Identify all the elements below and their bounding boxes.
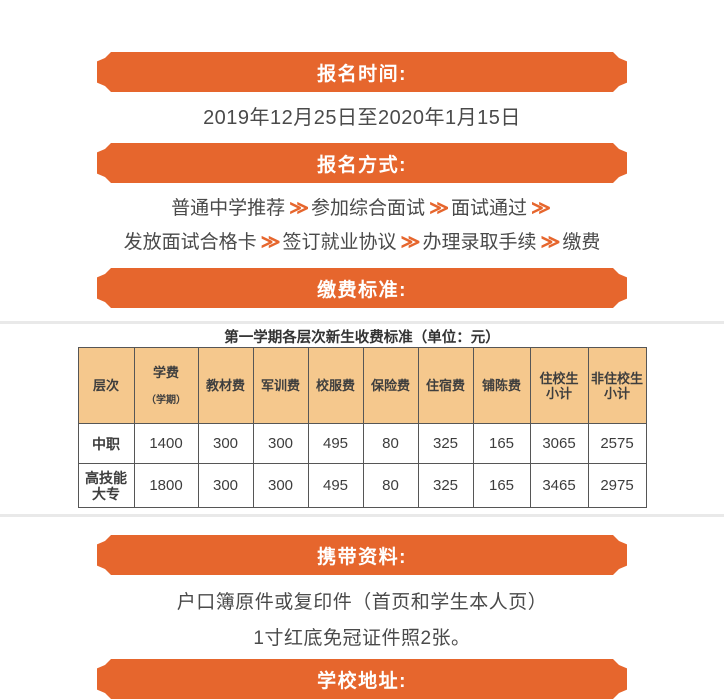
banner-school-address: 学校地址:	[97, 659, 627, 699]
row-level-label: 中职	[77, 423, 135, 464]
materials-line-1: 户口簿原件或复印件（首页和学生本人页）	[176, 592, 548, 613]
col-header-tuition-sub: （学期）	[146, 395, 186, 406]
col-header-textbook: 教材费	[197, 347, 254, 424]
flow-step: 签订就业协议	[282, 232, 397, 253]
chevron-arrow-icon: ≫	[429, 198, 449, 219]
cell-textbook: 300	[197, 423, 254, 464]
chevron-arrow-icon: ≫	[400, 232, 421, 253]
fee-table: 层次 学费 （学期） 教材费 军训费 校服费 保险费 住宿费 铺陈费 住校生 小…	[77, 347, 647, 508]
col-header-tuition-main: 学费	[152, 365, 179, 380]
chevron-arrow-icon: ≫	[540, 232, 560, 253]
enrollment-poster: 报名时间: 2019年12月25日至2020年1月15日 报名方式: 普通中学推…	[0, 0, 724, 674]
cell-nonboarder-subtotal: 2975	[587, 463, 647, 508]
col-header-level: 层次	[77, 347, 135, 424]
col-header-boarder-subtotal: 住校生 小计	[529, 347, 589, 424]
banner-payment-standard: 缴费标准:	[97, 268, 627, 308]
cell-accommodation: 325	[417, 463, 474, 508]
materials-line-2: 1寸红底免冠证件照2张。	[253, 628, 471, 649]
chevron-arrow-icon: ≫	[530, 198, 551, 219]
col-header-tuition: 学费 （学期）	[133, 347, 199, 424]
cell-insurance: 80	[362, 423, 419, 464]
cell-tuition: 1400	[133, 423, 199, 464]
signup-flow-line-2: 发放面试合格卡 ≫ 签订就业协议 ≫ 办理录取手续 ≫ 缴费	[0, 231, 724, 255]
banner-ribbon: 缴费标准:	[102, 268, 622, 308]
flow-step: 面试通过	[450, 198, 527, 219]
cell-military-training: 300	[252, 463, 309, 508]
banner-ribbon: 携带资料:	[102, 535, 622, 575]
signup-flow-line-1: 普通中学推荐 ≫ 参加综合面试 ≫ 面试通过 ≫	[0, 197, 724, 221]
fee-table-title: 第一学期各层次新生收费标准（单位：元）	[224, 330, 500, 346]
cell-textbook: 300	[197, 463, 254, 508]
col-header-insurance: 保险费	[362, 347, 419, 424]
banner-school-address-label: 学校地址:	[317, 670, 407, 692]
banner-materials: 携带资料:	[97, 535, 627, 575]
col-header-nonboarder-subtotal: 非住校生 小计	[587, 347, 647, 424]
banner-signup-time: 报名时间:	[97, 52, 627, 92]
col-header-accommodation: 住宿费	[417, 347, 474, 424]
flow-step: 普通中学推荐	[171, 198, 286, 219]
chevron-arrow-icon: ≫	[260, 232, 281, 253]
col-header-military-training: 军训费	[252, 347, 309, 424]
fee-table-header-row: 层次 学费 （学期） 教材费 军训费 校服费 保险费 住宿费 铺陈费 住校生 小…	[77, 347, 647, 424]
chevron-arrow-icon: ≫	[289, 198, 309, 219]
banner-materials-label: 携带资料:	[317, 546, 407, 568]
section-divider	[0, 321, 724, 324]
cell-nonboarder-subtotal: 2575	[587, 423, 647, 464]
banner-payment-standard-label: 缴费标准:	[317, 279, 407, 301]
col-header-bedding: 铺陈费	[472, 347, 531, 424]
flow-step: 参加综合面试	[311, 198, 426, 219]
table-row: 高技能 大专 1800 300 300 495 80 325 165 3465 …	[77, 463, 647, 508]
cell-boarder-subtotal: 3065	[529, 423, 589, 464]
cell-bedding: 165	[472, 423, 531, 464]
banner-ribbon: 学校地址:	[102, 659, 622, 699]
cell-boarder-subtotal: 3465	[529, 463, 589, 508]
cell-uniform: 495	[307, 423, 364, 464]
row-level-label: 高技能 大专	[77, 463, 135, 508]
signup-date-range: 2019年12月25日至2020年1月15日	[203, 107, 521, 129]
flow-step: 办理录取手续	[422, 232, 537, 253]
flow-step: 缴费	[562, 232, 601, 253]
section-divider	[0, 514, 724, 517]
flow-step: 发放面试合格卡	[123, 232, 257, 253]
banner-ribbon: 报名时间:	[102, 52, 622, 92]
col-header-uniform: 校服费	[307, 347, 364, 424]
banner-signup-method: 报名方式:	[97, 143, 627, 183]
cell-bedding: 165	[472, 463, 531, 508]
cell-military-training: 300	[252, 423, 309, 464]
banner-ribbon: 报名方式:	[102, 143, 622, 183]
cell-tuition: 1800	[133, 463, 199, 508]
banner-signup-method-label: 报名方式:	[317, 154, 407, 176]
banner-signup-time-label: 报名时间:	[317, 63, 407, 85]
table-row: 中职 1400 300 300 495 80 325 165 3065 2575	[77, 423, 647, 464]
cell-insurance: 80	[362, 463, 419, 508]
cell-uniform: 495	[307, 463, 364, 508]
cell-accommodation: 325	[417, 423, 474, 464]
